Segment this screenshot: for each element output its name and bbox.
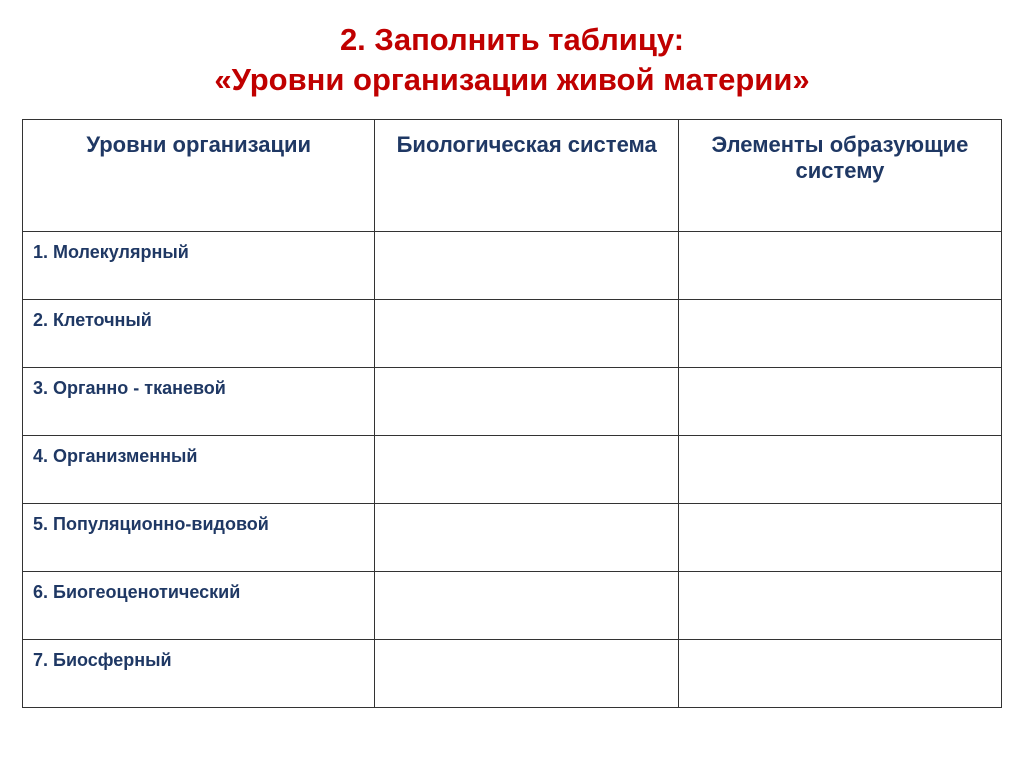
cell-system: [375, 503, 678, 571]
page-title-container: 2. Заполнить таблицу: «Уровни организаци…: [22, 20, 1002, 101]
cell-system: [375, 639, 678, 707]
cell-elements: [678, 231, 1001, 299]
table-row: 7. Биосферный: [23, 639, 1002, 707]
column-header-levels: Уровни организации: [23, 119, 375, 231]
cell-level: 4. Организменный: [23, 435, 375, 503]
cell-system: [375, 571, 678, 639]
cell-level: 3. Органно - тканевой: [23, 367, 375, 435]
cell-system: [375, 367, 678, 435]
column-header-elements: Элементы образующие систему: [678, 119, 1001, 231]
title-line-2: «Уровни организации живой материи»: [22, 60, 1002, 100]
column-header-system: Биологическая система: [375, 119, 678, 231]
cell-level: 5. Популяционно-видовой: [23, 503, 375, 571]
cell-elements: [678, 503, 1001, 571]
table-row: 6. Биогеоценотический: [23, 571, 1002, 639]
cell-system: [375, 299, 678, 367]
cell-elements: [678, 571, 1001, 639]
table-row: 2. Клеточный: [23, 299, 1002, 367]
table-row: 1. Молекулярный: [23, 231, 1002, 299]
cell-level: 6. Биогеоценотический: [23, 571, 375, 639]
levels-table: Уровни организации Биологическая система…: [22, 119, 1002, 708]
cell-elements: [678, 299, 1001, 367]
cell-elements: [678, 435, 1001, 503]
table-row: 5. Популяционно-видовой: [23, 503, 1002, 571]
table-row: 3. Органно - тканевой: [23, 367, 1002, 435]
title-line-1: 2. Заполнить таблицу:: [22, 20, 1002, 60]
table-row: 4. Организменный: [23, 435, 1002, 503]
cell-level: 1. Молекулярный: [23, 231, 375, 299]
cell-level: 7. Биосферный: [23, 639, 375, 707]
cell-elements: [678, 639, 1001, 707]
cell-system: [375, 231, 678, 299]
cell-system: [375, 435, 678, 503]
table-header-row: Уровни организации Биологическая система…: [23, 119, 1002, 231]
cell-elements: [678, 367, 1001, 435]
cell-level: 2. Клеточный: [23, 299, 375, 367]
